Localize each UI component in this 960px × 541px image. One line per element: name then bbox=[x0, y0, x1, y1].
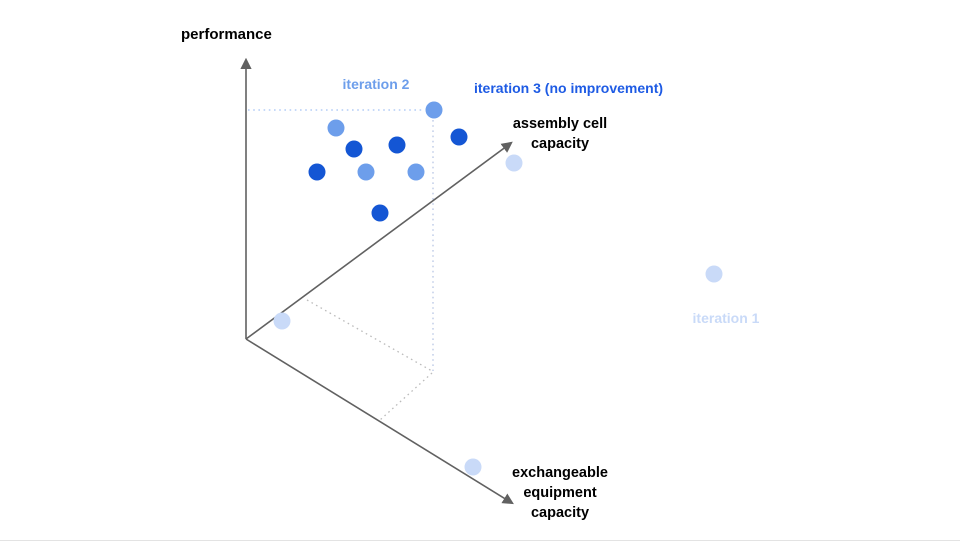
guide-line-projection-floor-exchangeable bbox=[379, 372, 433, 421]
data-point-iteration-2 bbox=[357, 163, 375, 181]
data-point-iteration-2 bbox=[425, 101, 443, 119]
data-point-iteration-3 bbox=[388, 136, 406, 154]
exchangeable-equipment-capacity-axis-label: exchangeable equipment capacity bbox=[512, 465, 608, 521]
data-point-iteration-2 bbox=[407, 163, 425, 181]
data-point-iteration-1 bbox=[705, 265, 723, 283]
data-point-iteration-3 bbox=[345, 140, 363, 158]
assembly-cell-capacity-axis-label: assembly cell capacity bbox=[512, 116, 608, 152]
data-point-iteration-2 bbox=[327, 119, 345, 137]
iteration-3-label: iteration 3 (no improvement) bbox=[474, 80, 664, 96]
iteration-1-label: iteration 1 bbox=[692, 310, 760, 326]
iteration-2-label: iteration 2 bbox=[342, 76, 410, 92]
data-point-iteration-3 bbox=[308, 163, 326, 181]
data-point-iteration-3 bbox=[450, 128, 468, 146]
data-point-iteration-1 bbox=[273, 312, 291, 330]
data-point-iteration-1 bbox=[464, 458, 482, 476]
performance-axis-label: performance bbox=[181, 26, 272, 43]
axis-exchangeable-equipment-capacity bbox=[245, 338, 514, 505]
axis-assembly-cell-capacity bbox=[245, 141, 513, 340]
data-point-iteration-3 bbox=[371, 204, 389, 222]
data-point-iteration-1 bbox=[505, 154, 523, 172]
guide-line-projection-floor-assembly bbox=[306, 299, 433, 372]
